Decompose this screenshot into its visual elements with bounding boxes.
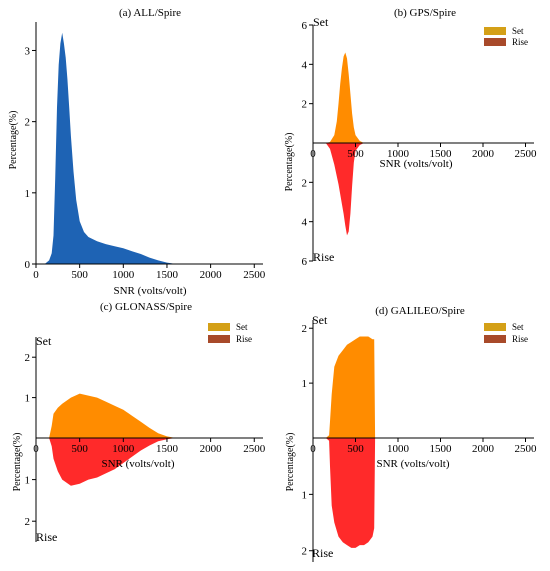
panel-b-rise-label: Rise <box>313 250 334 264</box>
panel-c-x-tick-label-1000: 1000 <box>112 443 135 455</box>
panel-c-x-tick-label-2500: 2500 <box>243 443 266 455</box>
panel-a-title: (a) ALL/Spire <box>119 7 181 19</box>
panel-d-x-tick-label-0: 0 <box>310 443 316 455</box>
panel-b-set-area <box>325 52 364 143</box>
panel-d-legend: Set Rise <box>484 322 528 344</box>
panel-c-y-tick-label-bottom-2: 2 <box>25 516 31 528</box>
panel-b-y-axis-label: Percentage(%) <box>284 133 295 192</box>
panel-d-plot-area <box>325 336 376 548</box>
panel-c-legend: Set Rise <box>208 322 252 344</box>
panel-b-gps-spire: (b) GPS/Spire 2 4 6 2 4 6 0 500 1000 1500 2000 2500… <box>284 7 537 268</box>
panel-c-x-tick-label-2000: 2000 <box>200 443 223 455</box>
panel-c-set-label: Set <box>36 334 52 348</box>
panel-b-y-tick-label-top-2: 2 <box>302 99 308 111</box>
panel-c-axes: 1 2 1 2 0 500 1000 1500 2000 2500 <box>25 337 266 542</box>
panel-b-legend-rise: Rise <box>512 37 528 47</box>
panel-d-legend-swatch-rise <box>484 335 506 343</box>
panel-b-y-tick-label-top-6: 6 <box>302 20 308 32</box>
panel-b-legend-swatch-set <box>484 27 506 35</box>
panel-d-y-tick-label-top-1: 1 <box>302 378 308 390</box>
panel-c-x-tick-label-500: 500 <box>71 443 88 455</box>
panel-d-y-axis-label: Percentage(%) <box>285 433 296 492</box>
panel-b-y-tick-label-bottom-4: 4 <box>302 217 308 229</box>
panel-d-y-tick-label-top-2: 2 <box>302 323 308 335</box>
panel-b-y-tick-label-bottom-2: 2 <box>302 177 308 189</box>
panel-a-plot-area <box>44 32 176 265</box>
panel-d-legend-rise: Rise <box>512 334 528 344</box>
panel-c-y-tick-label-top-1: 1 <box>25 393 31 405</box>
panel-a-x-tick-label-2500: 2500 <box>243 269 266 281</box>
panel-c-legend-set: Set <box>236 322 248 332</box>
panel-d-title: (d) GALILEO/Spire <box>375 305 465 317</box>
panel-c-plot-area <box>49 393 176 486</box>
panel-b-x-tick-label-2000: 2000 <box>472 148 495 160</box>
panel-a-x-tick-label-2000: 2000 <box>200 269 223 281</box>
panel-b-y-tick-label-bottom-6: 6 <box>302 256 308 268</box>
panel-a-x-tick-label-500: 500 <box>71 269 88 281</box>
panel-d-set-area <box>325 336 376 438</box>
panel-b-x-axis-label: SNR (volts/volt) <box>379 158 452 170</box>
panel-d-rise-area <box>325 438 376 548</box>
panel-a-axes: 0 1 2 3 0 500 1000 1500 2000 2500 <box>25 22 266 281</box>
panel-c-legend-swatch-rise <box>208 335 230 343</box>
panel-a-distribution-area <box>44 32 176 265</box>
panel-c-x-tick-label-1500: 1500 <box>156 443 179 455</box>
panel-a-y-tick-label-1: 1 <box>25 188 31 200</box>
panel-a-x-axis-label: SNR (volts/volt) <box>113 285 186 297</box>
panel-b-x-tick-label-0: 0 <box>310 148 316 160</box>
panel-c-glonass-spire: (c) GLONASS/Spire 1 2 1 2 0 500 1000 1500 2000 25… <box>12 301 266 544</box>
panel-c-x-axis-label: SNR (volts/volt) <box>101 458 174 470</box>
panel-c-legend-rise: Rise <box>236 334 252 344</box>
panel-d-y-tick-label-bottom-1: 1 <box>302 489 308 501</box>
panel-b-rise-area <box>325 143 364 236</box>
panel-d-x-tick-label-1500: 1500 <box>430 443 453 455</box>
panel-a-y-tick-label-0: 0 <box>25 259 31 271</box>
panel-b-x-tick-label-1500: 1500 <box>430 148 453 160</box>
panel-c-legend-swatch-set <box>208 323 230 331</box>
panel-d-rise-label: Rise <box>312 546 333 560</box>
panel-a-y-axis-label: Percentage(%) <box>8 111 19 170</box>
panel-c-set-area <box>49 393 176 438</box>
panel-b-legend: Set Rise <box>484 26 528 47</box>
panel-d-x-axis-label: SNR (volts/volt) <box>376 458 449 470</box>
panel-b-axes: 2 4 6 2 4 6 0 500 1000 1500 2000 2500 <box>302 20 538 268</box>
panel-d-axes: 1 2 1 2 0 500 1000 1500 2000 2500 <box>302 320 538 562</box>
panel-b-legend-swatch-rise <box>484 38 506 46</box>
panel-d-legend-swatch-set <box>484 323 506 331</box>
panel-b-y-tick-label-top-4: 4 <box>302 59 308 71</box>
panel-b-legend-set: Set <box>512 26 524 36</box>
panel-c-title: (c) GLONASS/Spire <box>100 301 192 313</box>
panel-d-x-tick-label-1000: 1000 <box>387 443 410 455</box>
panel-b-x-tick-label-1000: 1000 <box>387 148 410 160</box>
panel-d-x-tick-label-2000: 2000 <box>472 443 495 455</box>
panel-d-y-tick-label-bottom-2: 2 <box>302 546 308 558</box>
panel-b-x-tick-label-2500: 2500 <box>515 148 538 160</box>
panel-a-all-spire: (a) ALL/Spire 0 1 2 3 0 500 1000 1500 2000 2500 S… <box>8 7 266 297</box>
panel-a-x-tick-label-0: 0 <box>33 269 39 281</box>
panel-b-title: (b) GPS/Spire <box>394 7 456 19</box>
panel-c-x-tick-label-0: 0 <box>33 443 39 455</box>
panel-a-y-tick-label-2: 2 <box>25 117 31 129</box>
panel-b-plot-area <box>325 52 364 236</box>
panel-d-legend-set: Set <box>512 322 524 332</box>
panel-a-y-tick-label-3: 3 <box>25 45 31 57</box>
panel-d-set-label: Set <box>312 313 328 327</box>
panel-a-x-tick-label-1500: 1500 <box>156 269 179 281</box>
panel-b-set-label: Set <box>313 15 329 29</box>
panel-c-y-tick-label-bottom-1: 1 <box>25 475 31 487</box>
panel-d-x-tick-label-2500: 2500 <box>515 443 538 455</box>
panel-c-rise-label: Rise <box>36 530 57 544</box>
panel-a-x-tick-label-1000: 1000 <box>112 269 135 281</box>
panel-c-rise-area <box>49 438 176 486</box>
panel-b-x-tick-label-500: 500 <box>347 148 364 160</box>
panel-d-galileo-spire: (d) GALILEO/Spire 1 2 1 2 0 500 1000 1500 2000 25… <box>285 305 537 562</box>
panel-c-y-tick-label-top-2: 2 <box>25 352 31 364</box>
panel-c-y-axis-label: Percentage(%) <box>12 433 23 492</box>
panel-d-x-tick-label-500: 500 <box>347 443 364 455</box>
